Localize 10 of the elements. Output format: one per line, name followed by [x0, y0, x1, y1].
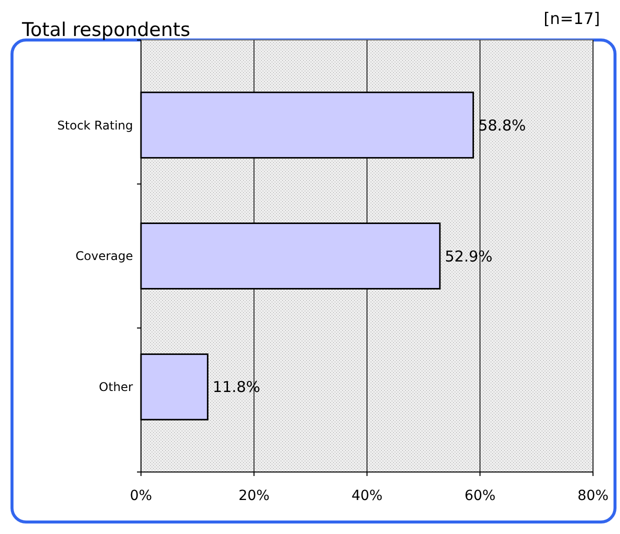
x-tick-label: 80% [577, 488, 609, 504]
x-tick-label: 60% [464, 488, 496, 504]
chart-title: Total respondents [21, 19, 190, 41]
y-tick-label: Other [98, 380, 134, 394]
text: [n=17] [544, 9, 600, 28]
y-tick-label: Coverage [76, 249, 133, 264]
x-tick-label: 40% [351, 488, 383, 504]
y-tick-label: Stock Rating [57, 118, 133, 132]
x-tick-label: 20% [238, 488, 270, 504]
x-tick-label: 0% [130, 488, 152, 504]
